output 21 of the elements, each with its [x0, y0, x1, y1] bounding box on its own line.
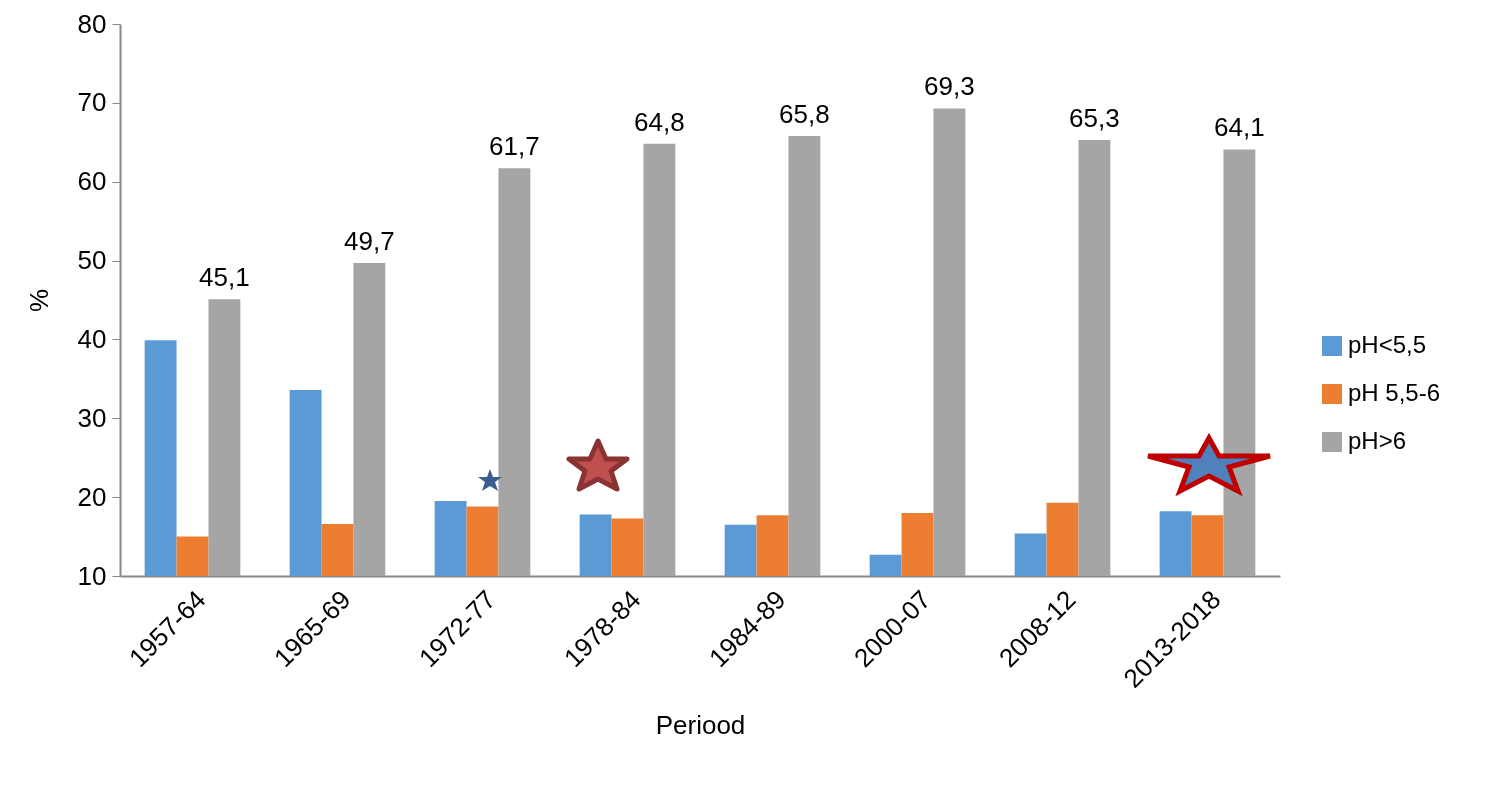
- data-label: 64,1: [1214, 112, 1265, 143]
- y-tick-label: 50: [77, 245, 107, 276]
- data-label: 65,3: [1069, 102, 1120, 133]
- data-label: 45,1: [199, 262, 250, 293]
- data-label: 64,8: [634, 106, 685, 137]
- data-label: 49,7: [344, 225, 395, 256]
- legend-label: pH 5,5-6: [1348, 379, 1441, 406]
- y-tick-label: 20: [77, 481, 107, 512]
- y-axis-title: %: [23, 288, 54, 313]
- y-tick-label: 30: [77, 402, 107, 433]
- x-axis-title: Periood: [655, 709, 746, 740]
- data-label: 61,7: [489, 131, 540, 162]
- y-tick-label: 80: [77, 8, 107, 39]
- data-label: 65,8: [779, 98, 830, 129]
- y-tick-label: 60: [77, 166, 107, 197]
- y-tick-label: 70: [77, 87, 107, 118]
- legend-label: pH<5,5: [1348, 331, 1427, 358]
- y-tick-label: 40: [77, 323, 107, 354]
- data-label: 69,3: [924, 71, 975, 102]
- y-tick-label: 10: [77, 560, 107, 591]
- legend-label: pH>6: [1348, 427, 1407, 454]
